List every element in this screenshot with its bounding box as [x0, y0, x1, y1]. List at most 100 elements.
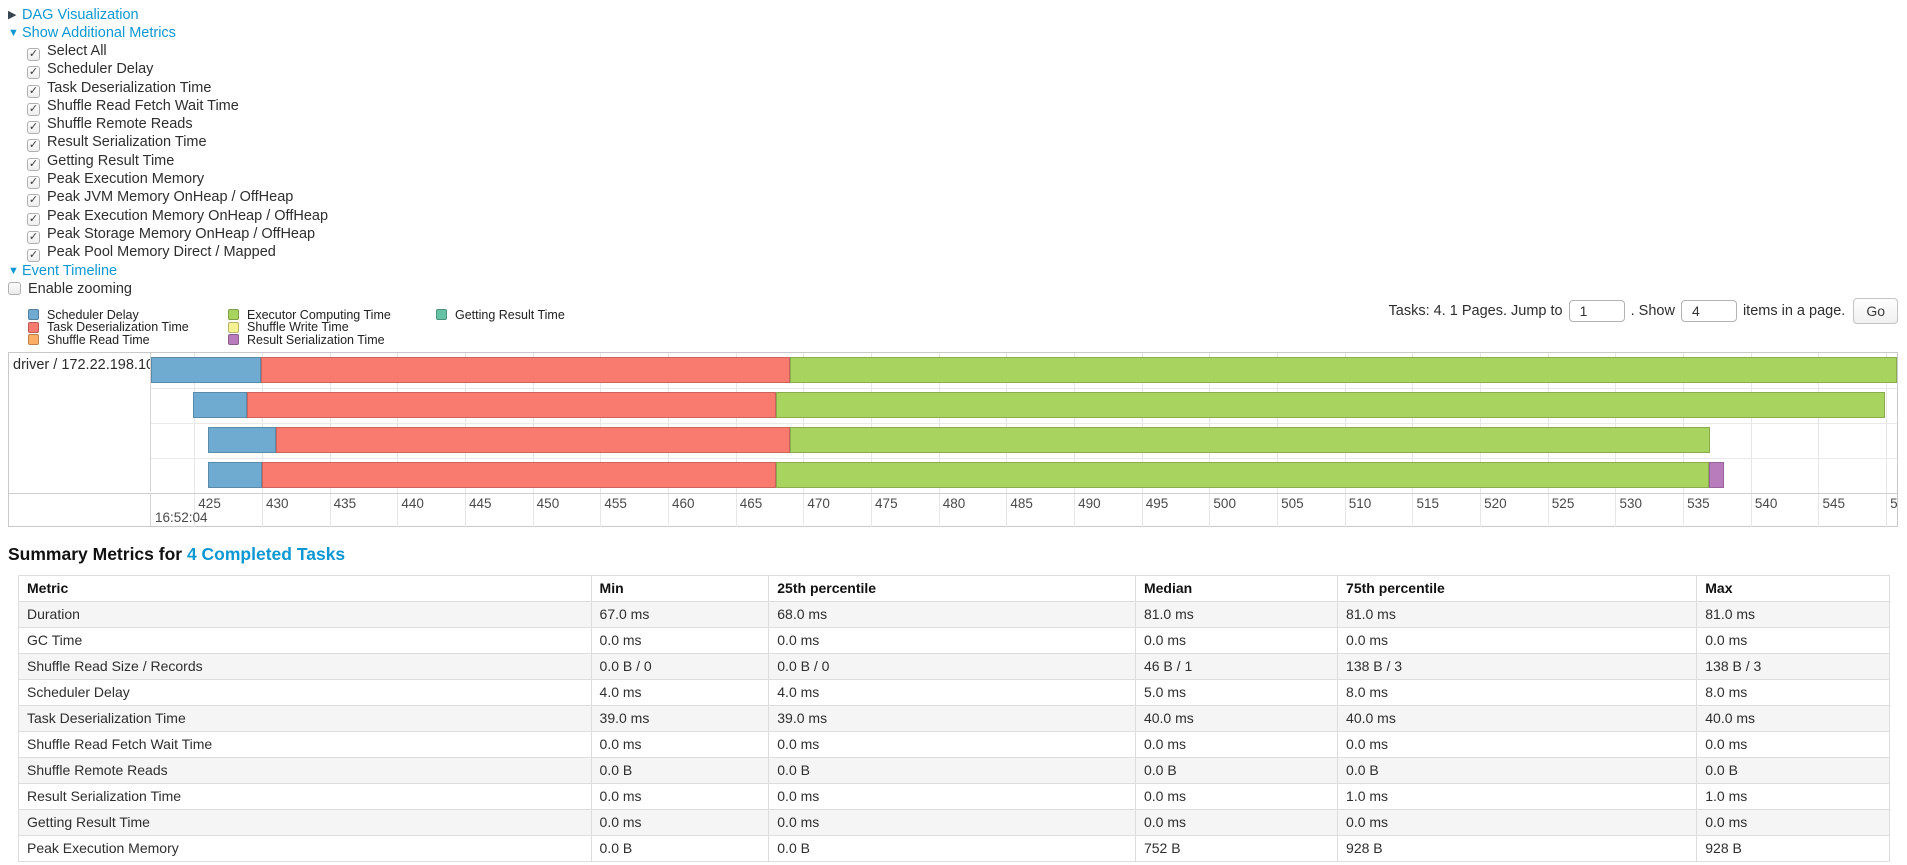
- event-timeline-link[interactable]: Event Timeline: [22, 262, 118, 279]
- metric-checkbox-label: Peak Storage Memory OnHeap / OffHeap: [47, 225, 316, 242]
- metric-value-cell: 0.0 ms: [768, 626, 1136, 654]
- legend-item-label: Task Deserialization Time: [47, 320, 189, 335]
- metric-checkbox[interactable]: ✓: [27, 194, 40, 208]
- axis-tick-label: 545: [1822, 495, 1846, 511]
- metric-checkbox[interactable]: ✓: [27, 139, 40, 153]
- table-row: Duration 67.0 ms 68.0 ms 81.0 ms 81.0 ms 81.0…: [18, 600, 1890, 628]
- timeline-gridline: [1344, 493, 1346, 527]
- go-button[interactable]: Go: [1853, 297, 1898, 324]
- metric-checkbox-label: Peak Execution Memory: [47, 171, 205, 188]
- table-header-row: Metric Min 25th percentile Median 75th perce…: [18, 574, 1890, 602]
- timeline-gridline: [1547, 493, 1549, 527]
- task-segment-bar[interactable]: [776, 461, 1709, 488]
- task-segment-bar[interactable]: [789, 356, 1897, 383]
- metric-checkbox[interactable]: ✓: [27, 249, 40, 263]
- metric-value-cell: 138 B / 3: [1337, 652, 1698, 680]
- timeline-gridline: [1750, 493, 1752, 527]
- metric-checkbox[interactable]: ✓: [27, 157, 40, 171]
- items-per-page-input[interactable]: [1680, 299, 1737, 322]
- metric-checkbox[interactable]: ✓: [27, 48, 40, 61]
- timeline-legend-bar: Scheduler Delay Task Deserialization Time…: [8, 297, 1898, 352]
- metric-checkbox-label: Peak Pool Memory Direct / Mapped: [47, 244, 276, 261]
- axis-tick-label: 515: [1416, 495, 1439, 511]
- summary-metrics-table: Metric Min 25th percentile Median 75th perce…: [18, 574, 1890, 862]
- metric-value-cell: 0.0 ms: [1337, 626, 1698, 654]
- task-segment-bar[interactable]: [207, 426, 276, 453]
- axis-tick-label: 430: [265, 495, 289, 511]
- axis-major-time-label: 16:52:04: [155, 509, 208, 525]
- axis-tick-label: 550: [1890, 495, 1897, 511]
- dag-visualization-toggle[interactable]: ▶ DAG Visualization: [8, 6, 1907, 24]
- task-segment-bar[interactable]: [776, 391, 1885, 418]
- task-segment-bar[interactable]: [261, 461, 777, 488]
- metric-value-cell: 928 B: [1337, 834, 1698, 862]
- legend-swatch-icon: [228, 334, 239, 346]
- metric-value-cell: 0.0 B: [590, 756, 770, 784]
- enable-zooming-row: Enable zooming: [8, 280, 1907, 298]
- show-additional-metrics-link[interactable]: Show Additional Metrics: [22, 25, 176, 41]
- metric-checkbox[interactable]: ✓: [27, 84, 40, 98]
- pagination-suffix-text: items in a page.: [1742, 302, 1846, 319]
- table-header-cell: Metric: [18, 574, 592, 602]
- axis-tick-label: 435: [333, 495, 357, 511]
- metric-value-cell: 752 B: [1134, 834, 1339, 862]
- expanded-arrow-icon: ▼: [8, 264, 19, 277]
- legend-item: Getting Result Time: [436, 308, 565, 322]
- timeline-gridline: [1209, 493, 1211, 527]
- timeline-legend: Scheduler Delay Task Deserialization Time…: [28, 307, 583, 347]
- table-header-cell: Min: [590, 574, 770, 602]
- metric-checkbox-label: Peak JVM Memory OnHeap / OffHeap: [47, 189, 294, 206]
- metric-value-cell: 4.0 ms: [768, 678, 1136, 706]
- metric-name-cell: Getting Result Time: [18, 808, 592, 836]
- metric-checkbox[interactable]: ✓: [27, 121, 40, 135]
- metric-value-cell: 0.0 ms: [768, 730, 1136, 758]
- metric-value-cell: 0.0 ms: [590, 808, 770, 836]
- metric-checkbox[interactable]: ✓: [27, 212, 40, 226]
- timeline-gridline: [1006, 493, 1008, 527]
- metric-checkbox[interactable]: ✓: [27, 102, 40, 116]
- event-timeline-toggle[interactable]: ▼ Event Timeline: [8, 262, 1907, 280]
- table-header-cell: 25th percentile: [768, 574, 1136, 602]
- table-row: GC Time 0.0 ms 0.0 ms 0.0 ms 0.0 ms 0.0 ms: [18, 626, 1890, 654]
- timeline-gridline: [261, 493, 263, 527]
- metric-checkbox[interactable]: ✓: [27, 230, 40, 244]
- task-segment-bar[interactable]: [151, 356, 261, 383]
- metric-checkbox-label: Scheduler Delay: [47, 61, 154, 78]
- metric-checkbox[interactable]: ✓: [27, 66, 40, 80]
- task-segment-bar[interactable]: [192, 391, 248, 418]
- metric-checkbox[interactable]: ✓: [27, 176, 40, 190]
- metric-value-cell: 0.0 ms: [768, 808, 1136, 836]
- task-segment-bar[interactable]: [789, 426, 1711, 453]
- dag-visualization-link[interactable]: DAG Visualization: [22, 7, 139, 23]
- axis-tick-label: 495: [1145, 495, 1169, 511]
- metric-name-cell: Result Serialization Time: [18, 782, 592, 810]
- task-segment-bar[interactable]: [207, 461, 262, 488]
- task-segment-bar[interactable]: [247, 391, 777, 418]
- metric-value-cell: 1.0 ms: [1337, 782, 1698, 810]
- timeline-gridline: [1683, 493, 1685, 527]
- timeline-gridline: [668, 493, 670, 527]
- show-additional-metrics-toggle[interactable]: ▼ Show Additional Metrics: [8, 24, 1907, 42]
- metric-checkbox-label: Task Deserialization Time: [47, 79, 212, 96]
- metric-checkbox-row: ✓ Getting Result Time: [27, 152, 1907, 171]
- axis-tick-label: 450: [536, 495, 560, 511]
- legend-item-label: Scheduler Delay: [47, 307, 139, 322]
- metric-value-cell: 0.0 ms: [1134, 730, 1339, 758]
- completed-tasks-link[interactable]: 4 Completed Tasks: [186, 543, 346, 564]
- jump-to-page-input[interactable]: [1568, 299, 1625, 322]
- enable-zooming-checkbox[interactable]: [8, 281, 21, 295]
- legend-column: Getting Result Time: [436, 308, 565, 347]
- task-segment-bar[interactable]: [275, 426, 790, 453]
- task-segment-bar[interactable]: [260, 356, 790, 383]
- timeline-row-divider: [151, 422, 1897, 424]
- axis-tick-label: 470: [807, 495, 830, 511]
- task-segment-bar[interactable]: [1708, 461, 1724, 488]
- axis-tick-label: 445: [469, 495, 492, 511]
- timeline-gridline: [1886, 493, 1888, 527]
- axis-tick-label: 510: [1348, 495, 1372, 511]
- expanded-arrow-icon: ▼: [8, 27, 19, 39]
- pagination-show-text: . Show: [1630, 302, 1675, 319]
- metric-checkbox-label: Peak Execution Memory OnHeap / OffHeap: [47, 207, 329, 224]
- axis-tick-label: 480: [942, 495, 966, 511]
- event-timeline-chart: driver / 172.22.198.104 425 430 435 440 445 4…: [8, 351, 1898, 527]
